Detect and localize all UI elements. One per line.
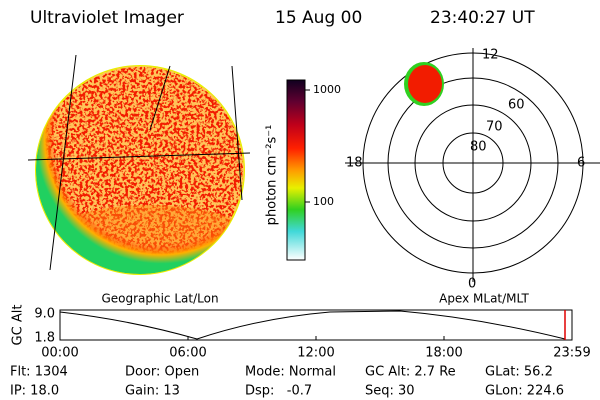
altitude-xtick-label: 23:59 [553, 346, 590, 361]
info-field: GLon: 224.6 [485, 384, 564, 399]
mlat-label: 70 [486, 120, 503, 135]
info-field: Gain: 13 [125, 384, 180, 399]
info-field: GLat: 56.2 [485, 365, 553, 380]
altitude-curve [59, 310, 566, 340]
colorbar [286, 79, 306, 261]
mlat-label: 60 [508, 98, 525, 113]
info-field: IP: 18.0 [10, 384, 59, 399]
date: 15 Aug 00 [275, 8, 362, 28]
instrument-title: Ultraviolet Imager [30, 8, 184, 28]
disk-texture [36, 66, 244, 274]
mlt-label: 18 [346, 156, 363, 171]
altitude-xtick-label: 06:00 [169, 346, 206, 361]
altitude-xticks: 00:00 06:00 12:00 18:00 23:59 [41, 336, 591, 361]
mlat-label: 80 [470, 140, 487, 155]
mlt-label: 12 [482, 48, 499, 63]
info-field: Dsp: -0.7 [245, 384, 312, 399]
time: 23:40:27 UT [430, 8, 535, 28]
info-field: Seq: 30 [365, 384, 415, 399]
polar-grid [345, 48, 600, 282]
colorbar-label: photon cm⁻²s⁻¹ [265, 125, 280, 226]
mlt-label: 6 [577, 156, 585, 171]
altitude-ytick-label: 9.0 [34, 307, 55, 322]
colorbar-tick-label: 1000 [313, 83, 341, 96]
colorbar-tick-label: 100 [313, 195, 334, 208]
lat-lon-lines [27, 54, 251, 271]
info-field: Flt: 1304 [10, 365, 68, 380]
aurora-blob [408, 65, 442, 103]
geographic-image [27, 54, 251, 275]
info-field: GC Alt: 2.7 Re [365, 365, 456, 380]
altitude-xtick-label: 00:00 [41, 346, 78, 361]
altitude-xtick-label: 18:00 [425, 346, 462, 361]
rim [36, 66, 244, 274]
altitude-axis-label: GC Alt [11, 305, 26, 346]
altitude-ytick-label: 1.8 [34, 331, 55, 346]
info-field: Door: Open [125, 365, 199, 380]
panel-label: Geographic Lat/Lon [101, 292, 218, 306]
altitude-xtick-label: 12:00 [297, 346, 334, 361]
altitude-frame [59, 309, 573, 341]
mlt-label: 0 [468, 277, 476, 292]
panel-label: Apex MLat/MLT [439, 292, 529, 306]
info-field: Mode: Normal [245, 365, 336, 380]
info-panel: Flt: 1304 Door: Open Mode: Normal GC Alt: 2… [10, 365, 564, 399]
